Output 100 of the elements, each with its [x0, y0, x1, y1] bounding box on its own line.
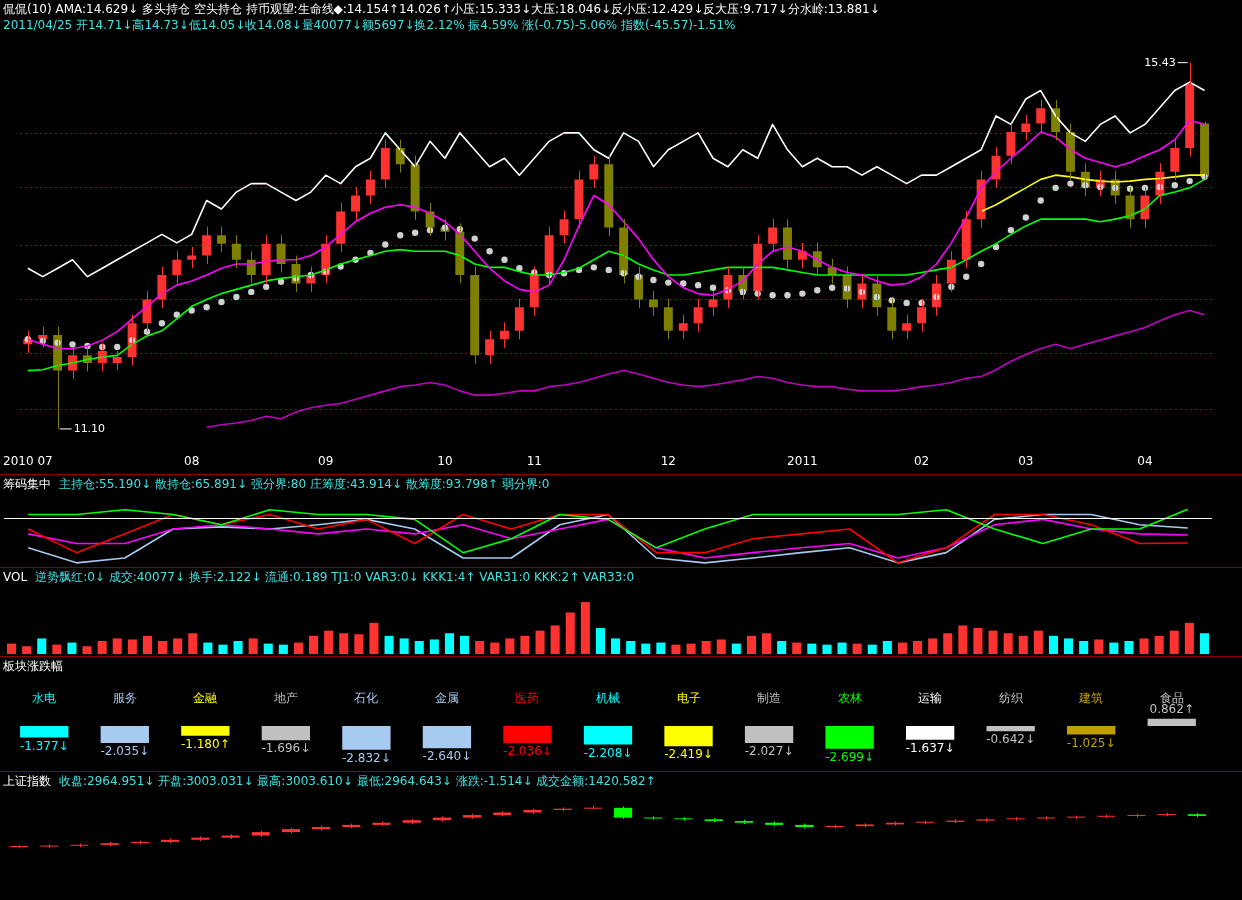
- bar: [1199, 633, 1209, 654]
- bar: [1169, 630, 1179, 654]
- x-tick-label: 纺织: [998, 691, 1023, 706]
- data-label: -2.027↓: [744, 744, 794, 759]
- chart-title: 侃侃(10) AMA:14.629↓ 多头持仓 空头持仓 持币观望:生命线◆:14.154↑14.026↑小压:15.333↓大压:18.046↓反小压:12.429↓反大压:9.717↓分水岭:13.881↓: [3, 1, 880, 17]
- candlestick: [583, 805, 602, 810]
- bar: [1154, 635, 1164, 654]
- bar: [429, 639, 439, 654]
- annotation: 15.43: [1144, 55, 1176, 69]
- x-tick-label: 电子: [676, 691, 701, 706]
- candlestick: [663, 298, 673, 340]
- bar: [1124, 641, 1134, 654]
- candlestick: [1036, 815, 1055, 821]
- bar: [278, 644, 288, 654]
- bar: [1184, 622, 1194, 654]
- candlestick: [855, 822, 874, 828]
- x-tick-label: 地产: [272, 691, 298, 706]
- x-tick-label: 12: [660, 453, 676, 468]
- candlestick: [902, 314, 912, 340]
- bar: [1139, 638, 1149, 654]
- bar: [626, 641, 636, 654]
- candlestick: [674, 816, 693, 822]
- bar: [37, 638, 47, 654]
- bar: [1003, 633, 1013, 654]
- bar: [97, 641, 107, 654]
- bar: [1079, 641, 1089, 654]
- candlestick: [202, 226, 212, 265]
- bar: [852, 643, 862, 654]
- bar: [1094, 639, 1104, 654]
- bar: [188, 633, 198, 654]
- candlestick: [217, 226, 226, 253]
- x-tick-label: 服务: [112, 691, 137, 706]
- data-label: -2.640↓: [422, 749, 472, 764]
- candlestick: [574, 170, 584, 229]
- data-label: -2.036↓: [503, 744, 552, 759]
- candlestick: [351, 186, 360, 221]
- annotation: 11.10: [73, 421, 106, 435]
- bar: [218, 644, 228, 654]
- bar: [958, 625, 968, 654]
- data-label: -0.642↓: [986, 732, 1036, 747]
- bar: [7, 643, 17, 654]
- x-tick-label: 02: [913, 453, 930, 468]
- x-tick-label: 08: [184, 453, 200, 468]
- data-label: -1.377↓: [19, 738, 69, 753]
- bar: [807, 643, 817, 654]
- bar: [1033, 630, 1043, 654]
- bar: [867, 644, 877, 654]
- bar: [611, 638, 621, 654]
- bar: [746, 635, 756, 654]
- candlestick: [251, 830, 270, 838]
- bar: [203, 642, 213, 654]
- candlestick: [402, 818, 421, 825]
- bar: [490, 642, 500, 654]
- candlestick: [40, 843, 59, 849]
- candlestick: [100, 841, 119, 847]
- x-tick-label: 10: [437, 453, 453, 468]
- x-tick-label: 2011: [787, 453, 818, 468]
- bar: [520, 635, 530, 654]
- x-tick-label: 金属: [434, 691, 459, 706]
- data-label: -2.208↓: [583, 745, 633, 760]
- bar: [475, 641, 485, 654]
- bar: [837, 642, 847, 654]
- bar: [233, 641, 243, 654]
- x-tick-label: 09: [318, 453, 334, 468]
- candlestick: [976, 817, 995, 823]
- bar: [913, 641, 923, 654]
- bar: [1048, 635, 1058, 654]
- bar: [263, 643, 273, 654]
- bar: [595, 628, 605, 654]
- bar: [580, 602, 590, 654]
- bar: [339, 633, 349, 654]
- bar: [22, 646, 32, 654]
- bar: [686, 643, 696, 654]
- bar: [1018, 635, 1028, 654]
- bar: [882, 641, 892, 654]
- candlestick: [1127, 813, 1146, 818]
- bar: [142, 635, 152, 654]
- candlestick: [1097, 814, 1116, 819]
- candlestick: [523, 808, 542, 815]
- candlestick: [463, 813, 482, 820]
- bar: [701, 641, 711, 654]
- data-label: -1.696↓: [261, 741, 311, 756]
- candlestick: [70, 843, 89, 848]
- bar: [973, 628, 983, 654]
- bar: [897, 642, 907, 654]
- x-tick-label: 建筑: [1078, 691, 1104, 706]
- candlestick: [10, 844, 29, 849]
- bar: [792, 642, 802, 654]
- bar: [731, 643, 741, 654]
- chart-title: 筹码集中: [3, 476, 51, 492]
- bar: [928, 638, 938, 654]
- bar: [414, 641, 424, 654]
- bar: [460, 635, 470, 654]
- data-label: -1.025↓: [1066, 735, 1116, 750]
- bar: [158, 641, 168, 654]
- x-tick-label: 03: [1018, 453, 1034, 468]
- chart-title: VOL: [3, 569, 28, 585]
- x-tick-label: 医药: [515, 691, 540, 706]
- chart-subtitle: 主持仓:55.190↓ 散持仓:65.891↓ 强分界:80 庄筹度:43.914↓ 散筹度:93.798↑ 弱分界:0: [59, 476, 550, 492]
- bar: [324, 630, 334, 654]
